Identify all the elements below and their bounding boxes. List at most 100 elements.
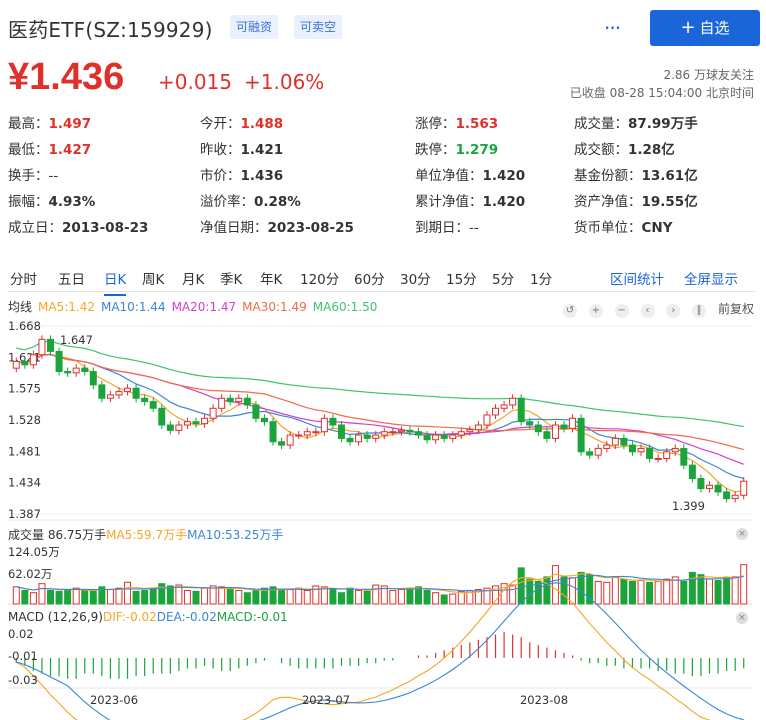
- short-tag[interactable]: 可卖空: [294, 15, 343, 39]
- candle-body: [183, 421, 191, 426]
- volume-bar: [688, 571, 696, 605]
- volume-bar: [38, 583, 46, 605]
- margin-tag[interactable]: 可融资: [230, 15, 279, 39]
- fullscreen-link[interactable]: 全屏显示: [684, 272, 738, 288]
- x-axis-label: 2023-07: [302, 693, 350, 707]
- stat-label: 最高：: [8, 116, 49, 132]
- zoom-out-icon[interactable]: −: [614, 304, 629, 318]
- ma-line: [16, 353, 744, 480]
- candle-body: [415, 431, 423, 436]
- zoom-in-icon[interactable]: +: [588, 304, 603, 318]
- stat-item: 涨停：1.563: [415, 112, 498, 132]
- volume-bar: [680, 580, 688, 605]
- volume-bar: [201, 587, 209, 605]
- volume-bar: [594, 580, 602, 605]
- adjust-mode[interactable]: 前复权: [717, 302, 754, 316]
- volume-bar: [175, 584, 183, 605]
- undo-icon[interactable]: ↺: [563, 304, 578, 318]
- pause-icon[interactable]: ∥: [692, 304, 707, 318]
- stat-value: CNY: [641, 220, 673, 236]
- tab-period[interactable]: 年K: [260, 272, 283, 288]
- volume-bar: [149, 587, 157, 605]
- tab-period[interactable]: 60分: [354, 272, 385, 288]
- volume-bar: [432, 592, 440, 605]
- stat-item: 资产净值：19.55亿: [574, 190, 698, 210]
- candle-body: [714, 484, 722, 493]
- close-volume-icon[interactable]: ×: [736, 528, 748, 540]
- volume-bar: [543, 576, 551, 605]
- stat-value: 19.55亿: [641, 194, 698, 210]
- stat-value: 2013-08-23: [62, 220, 149, 236]
- legend-item: MACD:-0.01: [216, 610, 288, 624]
- macd-tick-label: 0.02: [8, 627, 34, 641]
- stat-value: 1.421: [240, 142, 284, 158]
- volume-bar: [389, 589, 397, 605]
- volume-bar: [166, 585, 174, 605]
- price-tick-label: 1.668: [8, 319, 41, 333]
- stat-value: 1.488: [240, 116, 284, 132]
- candle-body: [355, 434, 363, 443]
- volume-bar: [637, 580, 645, 605]
- macd-signal-line: [16, 582, 744, 720]
- candle-body: [29, 354, 37, 366]
- header: 医药ETF(SZ:159929) 可融资 可卖空 ··· + 自选: [8, 10, 766, 46]
- add-watchlist-button[interactable]: + 自选: [650, 10, 760, 46]
- candle-body: [21, 360, 29, 366]
- volume-bar: [132, 590, 140, 605]
- volume-bar: [483, 587, 491, 605]
- right-icon[interactable]: ›: [666, 304, 681, 318]
- tab-period[interactable]: 五日: [58, 272, 85, 288]
- candle-body: [209, 407, 217, 419]
- volume-bar: [671, 576, 679, 605]
- legend-item: DEA:-0.02: [156, 610, 217, 624]
- stat-label: 成立日：: [8, 220, 62, 236]
- range-stats-link[interactable]: 区间统计: [610, 272, 664, 288]
- volume-bar: [740, 564, 748, 605]
- tab-period[interactable]: 5分: [492, 272, 515, 288]
- stat-value: 13.61亿: [641, 168, 698, 184]
- legend-item: MA10:1.44: [100, 300, 166, 314]
- tab-period[interactable]: 周K: [142, 272, 165, 288]
- volume-bar: [380, 585, 388, 605]
- volume-bar: [312, 585, 320, 605]
- tab-period[interactable]: 15分: [446, 272, 477, 288]
- candle-body: [697, 478, 705, 490]
- stat-label: 净值日期：: [200, 220, 268, 236]
- tab-period[interactable]: 30分: [400, 272, 431, 288]
- tab-period[interactable]: 120分: [300, 272, 340, 288]
- candle-body: [577, 417, 585, 453]
- volume-bar: [415, 586, 423, 605]
- candle-body: [47, 338, 55, 352]
- tab-period[interactable]: 日K: [104, 268, 127, 296]
- volume-bar: [89, 590, 97, 605]
- candle-body: [106, 394, 114, 399]
- tab-period[interactable]: 季K: [220, 272, 243, 288]
- tab-period[interactable]: 1分: [530, 272, 553, 288]
- legend-item: MA30:1.49: [242, 300, 307, 314]
- tab-period[interactable]: 月K: [182, 272, 205, 288]
- volume-bar: [55, 590, 63, 605]
- volume-bar: [47, 589, 55, 605]
- more-icon[interactable]: ···: [604, 16, 621, 40]
- close-macd-icon[interactable]: ×: [736, 612, 748, 624]
- volume-bar: [226, 589, 234, 605]
- stat-item: 货币单位：CNY: [574, 216, 672, 236]
- candle-body: [492, 407, 500, 416]
- candle-body: [500, 404, 508, 409]
- stat-item: 成交额：1.28亿: [574, 138, 675, 158]
- stat-label: 货币单位：: [574, 220, 642, 236]
- volume-bar: [509, 584, 517, 605]
- tab-period[interactable]: 分时: [10, 272, 37, 288]
- volume-bar: [723, 577, 731, 605]
- candle-body: [705, 484, 713, 490]
- stat-item: 跌停：1.279: [415, 138, 498, 158]
- volume-bar: [663, 578, 671, 605]
- stat-item: 单位净值：1.420: [415, 164, 525, 184]
- volume-bar: [106, 589, 114, 605]
- volume-bar: [705, 578, 713, 605]
- volume-bar: [363, 590, 371, 605]
- left-icon[interactable]: ‹: [640, 304, 655, 318]
- volume-bar: [534, 580, 542, 605]
- candle-body: [534, 424, 542, 433]
